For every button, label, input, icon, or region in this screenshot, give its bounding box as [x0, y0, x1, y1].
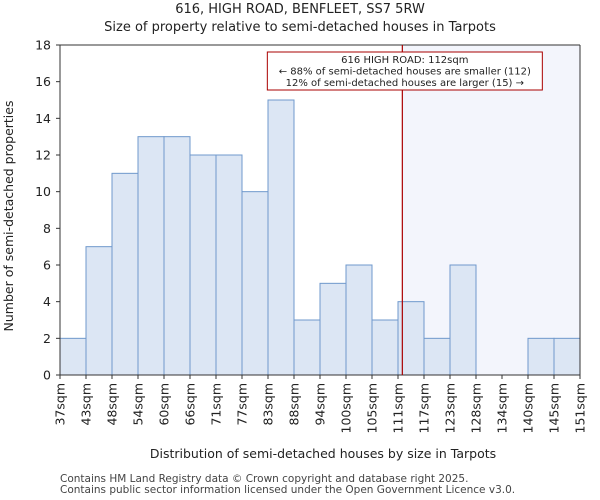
- x-tick-label: 83sqm: [261, 383, 276, 426]
- histogram-bar: [163, 136, 191, 376]
- histogram-bar: [189, 154, 217, 376]
- x-tick-label: 134sqm: [495, 383, 510, 433]
- x-tick-label: 37sqm: [53, 383, 68, 426]
- x-axis-label: Distribution of semi-detached houses by …: [150, 446, 496, 461]
- x-tick-label: 94sqm: [313, 383, 328, 426]
- y-tick-label: 14: [35, 111, 51, 126]
- y-tick-label: 6: [43, 258, 51, 273]
- annotation-text-line: 616 HIGH ROAD: 112sqm: [341, 55, 468, 66]
- footer-copyright: Contains HM Land Registry data © Crown c…: [60, 473, 469, 485]
- x-tick-label: 48sqm: [105, 383, 120, 426]
- x-tick-label: 66sqm: [183, 383, 198, 426]
- x-tick-label: 54sqm: [131, 383, 146, 426]
- x-tick-label: 77sqm: [235, 383, 250, 426]
- histogram-bar: [241, 191, 269, 376]
- chart-title: 616, HIGH ROAD, BENFLEET, SS7 5RW: [175, 2, 425, 17]
- histogram-bar: [319, 282, 347, 376]
- x-tick-label: 145sqm: [547, 383, 562, 433]
- histogram-bar: [215, 154, 243, 376]
- x-tick-label: 88sqm: [287, 383, 302, 426]
- histogram-bar: [85, 246, 113, 376]
- histogram-bar: [293, 319, 321, 376]
- y-tick-label: 18: [35, 38, 51, 53]
- annotation-box: [266, 51, 543, 91]
- x-tick-label: 71sqm: [209, 383, 224, 426]
- histogram-bar: [345, 264, 373, 376]
- larger-region-shade: [402, 45, 580, 375]
- histogram-bar: [527, 337, 555, 376]
- x-tick-label: 123sqm: [443, 383, 458, 433]
- histogram-bar: [371, 319, 399, 376]
- histogram-bar: [553, 337, 581, 376]
- histogram-bar: [267, 99, 295, 376]
- x-tick-label: 43sqm: [79, 383, 94, 426]
- y-tick-label: 16: [35, 74, 51, 89]
- x-tick-label: 140sqm: [521, 383, 536, 433]
- y-tick-label: 12: [35, 148, 51, 163]
- y-axis-label: Number of semi-detached properties: [1, 101, 16, 332]
- chart-subtitle: Size of property relative to semi-detach…: [104, 20, 496, 35]
- y-tick-label: 4: [43, 294, 51, 309]
- footer-licence: Contains public sector information licen…: [60, 484, 516, 496]
- x-tick-label: 151sqm: [573, 383, 588, 433]
- histogram-bar: [137, 136, 165, 376]
- histogram-bar: [59, 337, 87, 376]
- histogram-bar: [423, 337, 451, 376]
- annotation-text-line: 12% of semi-detached houses are larger (…: [286, 78, 524, 89]
- y-tick-label: 10: [35, 184, 51, 199]
- x-tick-label: 105sqm: [365, 383, 380, 433]
- x-tick-label: 128sqm: [469, 383, 484, 433]
- y-tick-label: 2: [43, 331, 51, 346]
- histogram-bar: [449, 264, 477, 376]
- x-tick-label: 100sqm: [339, 383, 354, 433]
- histogram-bar: [111, 172, 139, 376]
- x-tick-label: 60sqm: [157, 383, 172, 426]
- x-tick-label: 111sqm: [391, 383, 406, 433]
- annotation-text-line: ← 88% of semi-detached houses are smalle…: [279, 67, 531, 78]
- x-tick-label: 117sqm: [417, 383, 432, 433]
- y-tick-label: 8: [43, 221, 51, 236]
- y-tick-label: 0: [43, 368, 51, 383]
